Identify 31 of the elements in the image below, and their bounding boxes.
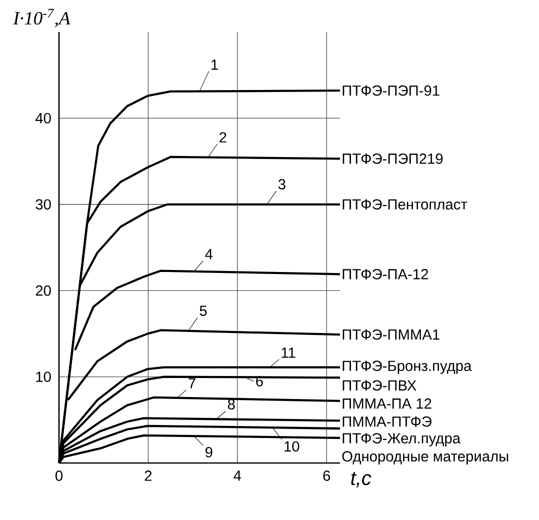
x-tick-label: 4: [234, 470, 242, 481]
x-tick-label: 0: [55, 470, 62, 481]
annotation: 10: [284, 441, 300, 452]
x-tick-label: 2: [144, 470, 152, 481]
series-label: ПТФЭ-Пентопласт: [342, 199, 468, 210]
annotation: 5: [200, 306, 207, 316]
series-label: ПТФЭ-ПА-12: [342, 269, 428, 280]
annotation: 1: [212, 60, 218, 70]
annotation: 4: [205, 249, 213, 260]
annotation: 7: [188, 378, 196, 388]
series-label: ПТФЭ-ПММА1: [342, 329, 440, 340]
y-tick-label: 10: [36, 372, 51, 382]
series-label: ПММА-ПТФЭ: [342, 416, 432, 427]
series-label: ПТФЭ-Бронз.пудра: [342, 360, 472, 374]
series-label: ПТФЭ-ПЭП219: [342, 154, 443, 164]
annotation: 2: [220, 132, 226, 142]
y-tick-label: 40: [35, 113, 51, 124]
x-axis-title: t,c: [351, 472, 372, 488]
annotation: 3: [278, 179, 286, 190]
y-axis-title: I·10$^{-7}$,A: [13, 8, 70, 28]
series-label: ПТФЭ-Жел.пудра: [342, 433, 461, 446]
annotation: 9: [206, 447, 212, 458]
series-label: ПТФЭ-ПЭП-91: [342, 85, 440, 96]
series-label: ПММА-ПА 12: [342, 398, 432, 409]
annotation: 11: [282, 348, 296, 358]
y-tick-label: 30: [36, 199, 51, 210]
series-label: ПТФЭ-ПВХ: [342, 380, 416, 391]
x-tick-label: 6: [323, 470, 330, 481]
annotation: 8: [228, 399, 235, 410]
y-tick-label: 20: [36, 285, 51, 296]
series-label: Однородные материалы: [342, 451, 508, 464]
